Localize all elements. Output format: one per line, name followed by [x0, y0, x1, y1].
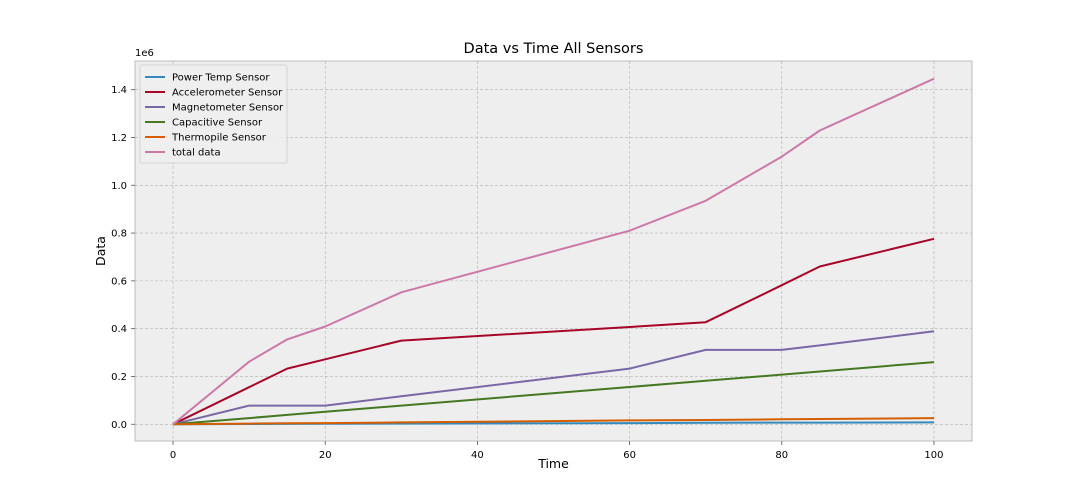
- y-axis-ticks: 0.0 0.2 0.4 0.6 0.8 1.0 1.2 1.4: [111, 85, 135, 431]
- x-axis-ticks: 0 20 40 60 80 100: [170, 441, 944, 461]
- y-tick-label: 0.8: [111, 229, 127, 240]
- legend-label-capacitive-sensor: Capacitive Sensor: [172, 118, 263, 129]
- y-tick-label: 0.0: [111, 420, 127, 431]
- y-tick-label: 0.6: [111, 276, 127, 287]
- x-tick-label: 40: [471, 450, 484, 461]
- x-tick-label: 20: [319, 450, 332, 461]
- legend-label-total-data: total data: [172, 148, 221, 159]
- series-line-magnetometer-sensor: [172, 330, 935, 426]
- series-line-total-data: [172, 77, 935, 426]
- legend-label-accelerometer-sensor: Accelerometer Sensor: [172, 88, 283, 99]
- series-line-capacitive-sensor: [172, 361, 935, 426]
- legend-label-magnetometer-sensor: Magnetometer Sensor: [172, 103, 284, 114]
- y-axis-label: Data: [93, 236, 108, 266]
- legend-box: [139, 64, 288, 164]
- y-tick-label: 1.2: [111, 133, 127, 144]
- chart-title: Data vs Time All Sensors: [464, 41, 644, 57]
- x-tick-label: 80: [775, 450, 788, 461]
- legend: Power Temp Sensor Accelerometer Sensor Mag…: [139, 64, 288, 164]
- series-lines: [172, 77, 935, 426]
- y-axis-offset-label: 1e6: [135, 48, 154, 59]
- y-tick-label: 0.2: [111, 372, 127, 383]
- grid-lines: [135, 61, 972, 441]
- x-axis-label: Time: [537, 456, 569, 471]
- series-line-accelerometer-sensor: [172, 237, 935, 426]
- series-line-thermopile-sensor: [172, 417, 935, 426]
- x-tick-label: 100: [924, 450, 943, 461]
- x-tick-label: 60: [623, 450, 636, 461]
- legend-label-power-temp-sensor: Power Temp Sensor: [172, 73, 270, 84]
- y-tick-label: 0.4: [111, 324, 127, 335]
- y-tick-label: 1.0: [111, 181, 127, 192]
- x-tick-label: 0: [170, 450, 176, 461]
- legend-label-thermopile-sensor: Thermopile Sensor: [171, 133, 267, 144]
- y-tick-label: 1.4: [111, 85, 127, 96]
